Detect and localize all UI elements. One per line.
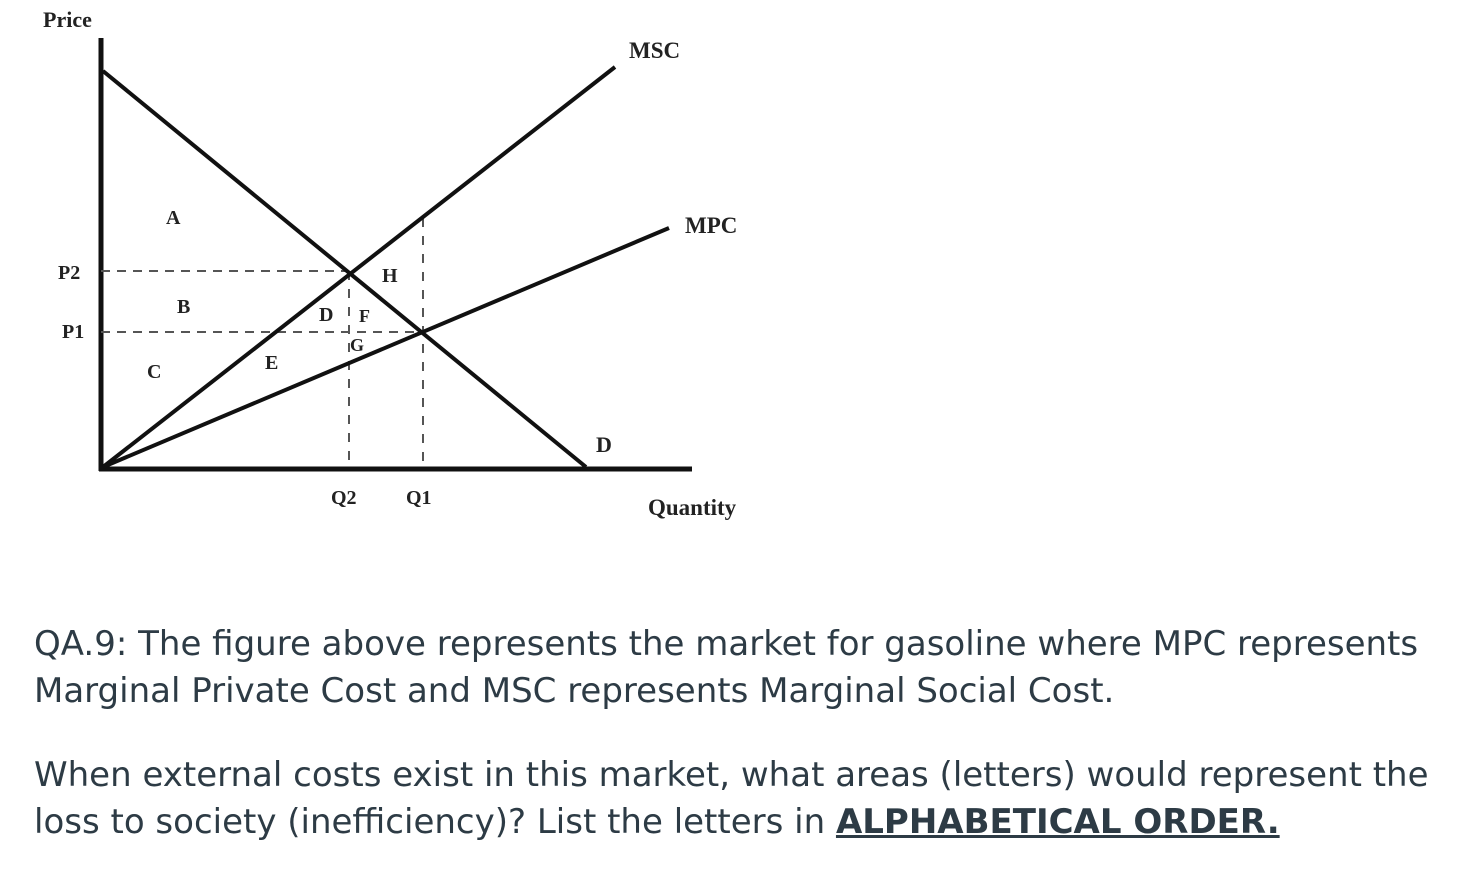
msc-label: MSC — [629, 38, 680, 63]
area-f-label: F — [359, 306, 370, 326]
area-h-label: H — [382, 265, 398, 287]
area-g-label: G — [350, 335, 364, 355]
q2-label: Q2 — [331, 487, 357, 509]
msc-curve — [101, 65, 617, 469]
mpc-curve — [102, 226, 670, 469]
area-e-label: E — [265, 352, 278, 374]
alphabetical-order-emphasis: ALPHABETICAL ORDER. — [835, 802, 1280, 842]
p2-label: P2 — [58, 262, 80, 284]
area-a-label: A — [166, 207, 181, 229]
area-b-label: B — [177, 296, 190, 318]
area-d-label: D — [319, 304, 333, 326]
mpc-label: MPC — [685, 213, 737, 238]
area-c-label: C — [147, 361, 161, 383]
demand-curve — [101, 69, 588, 469]
question-paragraph-1: QA.9: The figure above represents the ma… — [34, 624, 1419, 711]
question-paragraph-2: When external costs exist in this market… — [34, 752, 1454, 846]
y-axis-label: Price — [43, 7, 92, 32]
q1-label: Q1 — [406, 487, 432, 509]
x-axis-label: Quantity — [648, 495, 737, 520]
p1-label: P1 — [62, 321, 84, 343]
demand-label: D — [596, 432, 612, 457]
economic-graph: Price Quantity P2 P1 Q2 Q1 MSC MPC D A B… — [43, 7, 737, 520]
question-text: When external costs exist in this market… — [34, 755, 1429, 842]
